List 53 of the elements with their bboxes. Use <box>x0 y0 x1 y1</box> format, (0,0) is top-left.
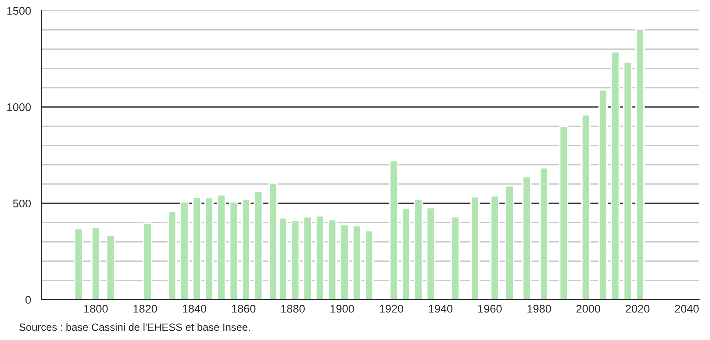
bar <box>610 51 620 300</box>
x-tick-label: 1840 <box>183 305 206 313</box>
x-tick-label: 2040 <box>675 305 699 313</box>
x-tick-label: 1900 <box>330 305 354 313</box>
bar <box>91 226 101 300</box>
bar <box>352 225 362 300</box>
bar <box>598 89 608 300</box>
x-tick-label: 1880 <box>282 305 305 313</box>
x-tick-label: 1800 <box>84 305 108 313</box>
bar <box>389 160 399 300</box>
bar <box>426 207 436 300</box>
bar <box>364 230 374 300</box>
x-tick-label: 1860 <box>232 305 256 313</box>
x-tick-label: 1820 <box>134 305 158 313</box>
x-tick-label: 1980 <box>528 305 552 313</box>
bar <box>168 210 178 300</box>
x-tick-label: 2000 <box>576 305 600 313</box>
y-tick-label: 500 <box>13 200 32 208</box>
bar <box>328 219 338 300</box>
bar <box>402 208 411 300</box>
x-tick-label: 1920 <box>380 305 404 313</box>
y-tick-label: 1000 <box>8 103 32 112</box>
bar <box>242 198 251 300</box>
bar <box>254 190 264 300</box>
bar <box>414 198 424 300</box>
source-note: Sources : base Cassini de l'EHESS et base Insee. <box>20 323 250 332</box>
bar <box>581 114 591 300</box>
bar <box>340 224 350 300</box>
bar <box>217 194 226 300</box>
bar <box>316 215 325 300</box>
x-tick-label: 1940 <box>429 305 453 313</box>
bar <box>303 216 312 300</box>
x-tick-label: 1960 <box>478 305 502 313</box>
bar <box>522 176 532 300</box>
bar <box>540 167 549 300</box>
y-tick-label: 1500 <box>8 7 32 16</box>
bar <box>106 235 116 300</box>
bar <box>559 126 569 300</box>
bar <box>229 201 239 300</box>
bar <box>192 196 202 300</box>
bar <box>180 201 190 300</box>
bar <box>623 61 633 300</box>
bar <box>143 222 152 300</box>
bar <box>490 195 500 300</box>
x-tick-label: 2020 <box>626 305 650 313</box>
y-tick-label: 0 <box>26 296 32 304</box>
bar <box>470 196 480 300</box>
bar <box>505 185 514 300</box>
bar <box>204 197 214 300</box>
bar <box>636 28 645 300</box>
bar <box>290 220 300 300</box>
bar <box>74 228 84 300</box>
bar <box>450 216 460 300</box>
